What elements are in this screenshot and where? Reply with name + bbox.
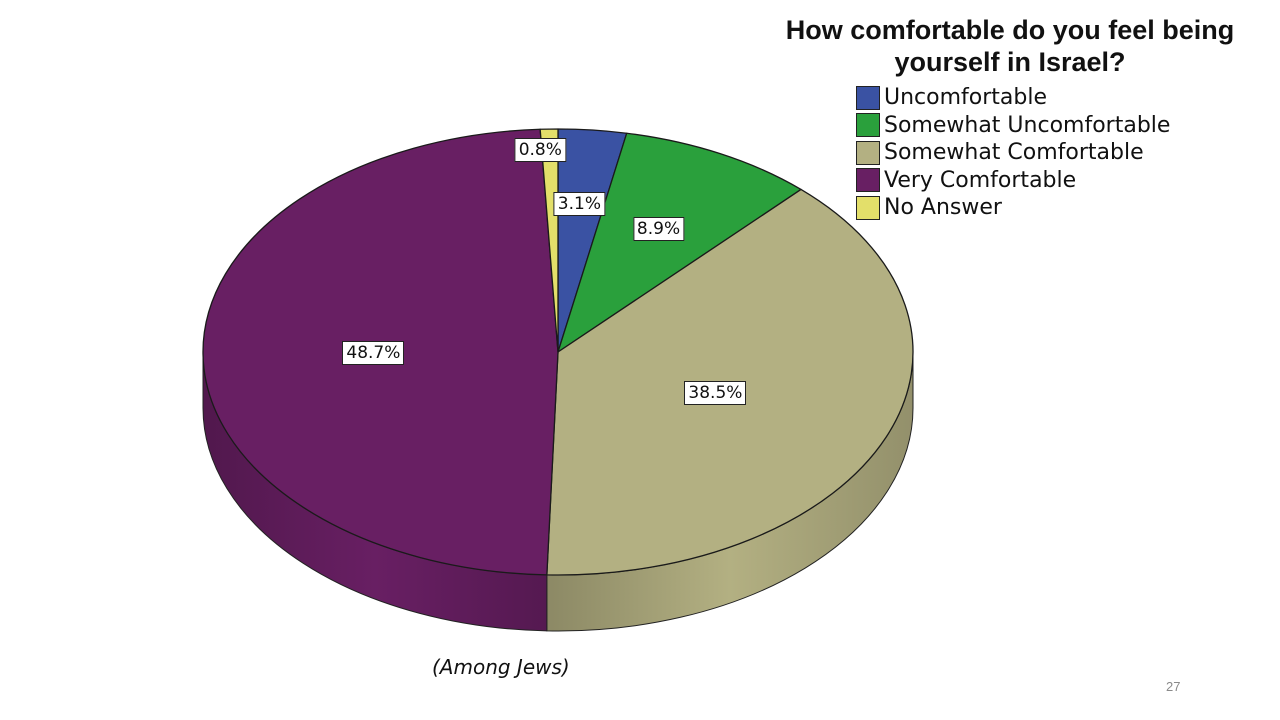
data-label-uncomfortable: 3.1% — [553, 192, 605, 217]
caption: (Among Jews) — [432, 655, 570, 679]
legend-label: Somewhat Comfortable — [884, 140, 1144, 166]
legend-swatch — [856, 168, 880, 193]
legend-swatch — [856, 195, 880, 220]
legend-label: Somewhat Uncomfortable — [884, 112, 1171, 138]
legend-label: No Answer — [884, 195, 1002, 221]
data-label-no-answer: 0.8% — [514, 138, 566, 163]
legend-item-somewhat-comfortable: Somewhat Comfortable — [856, 139, 1256, 167]
legend-label: Uncomfortable — [884, 85, 1048, 111]
chart-title: How comfortable do you feel being yourse… — [785, 15, 1235, 77]
pie-slice-no-answer — [539, 128, 559, 353]
legend-label: Very Comfortable — [884, 167, 1077, 193]
data-label-somewhat-uncomfortable: 8.9% — [632, 217, 685, 241]
legend-swatch — [856, 113, 880, 138]
legend-item-somewhat-uncomfortable: Somewhat Uncomfortable — [856, 112, 1256, 140]
legend-item-very-comfortable: Very Comfortable — [856, 167, 1256, 195]
data-label-somewhat-comfortable: 38.5% — [684, 380, 747, 405]
slide-number: 27 — [1166, 679, 1181, 694]
legend-swatch — [856, 85, 880, 110]
legend-swatch — [856, 140, 880, 165]
data-label-very-comfortable: 48.7% — [342, 341, 405, 366]
legend-item-no-answer: No Answer — [856, 194, 1256, 222]
legend: Uncomfortable Somewhat Uncomfortable Somew… — [856, 84, 1256, 222]
pie-slice-somewhat-uncomfortable — [557, 132, 802, 353]
legend-item-uncomfortable: Uncomfortable — [856, 84, 1256, 112]
